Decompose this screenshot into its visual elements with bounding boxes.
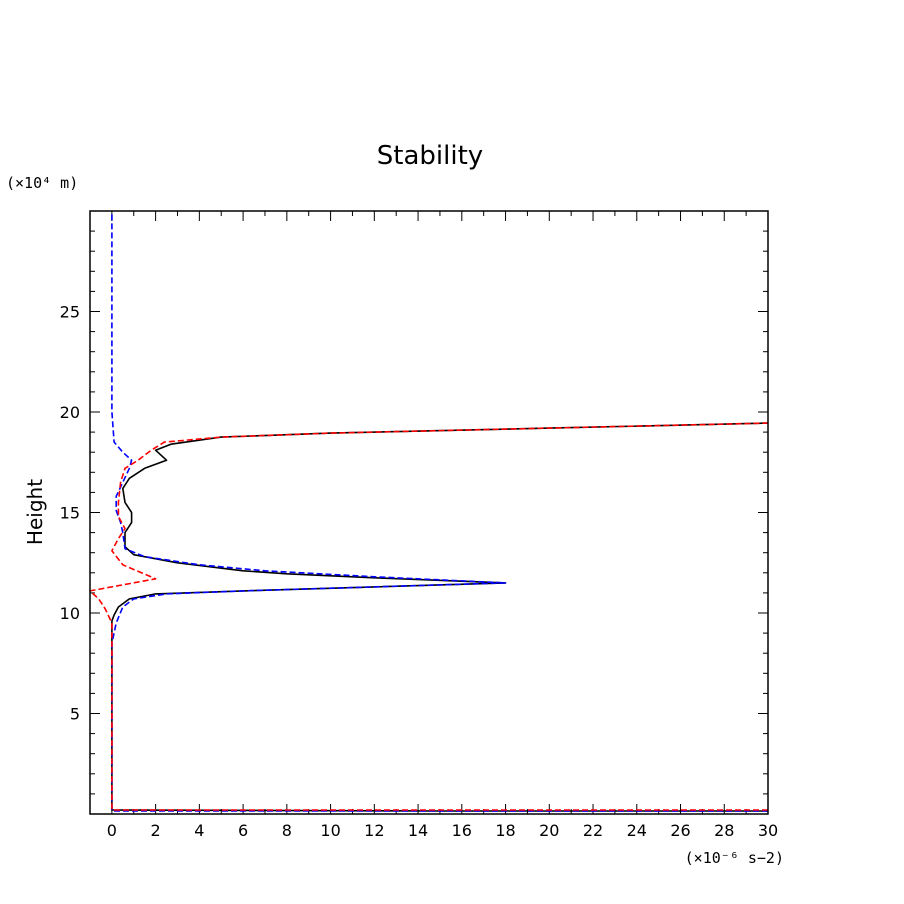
x-tick-label: 10 bbox=[320, 821, 340, 840]
x-tick-label: 28 bbox=[714, 821, 734, 840]
x-tick-label: 6 bbox=[238, 821, 248, 840]
x-tick-label: 4 bbox=[194, 821, 204, 840]
x-tick-label: 30 bbox=[758, 821, 778, 840]
y-tick-label: 15 bbox=[60, 504, 80, 523]
series-layer bbox=[89, 211, 769, 812]
x-tick-label: 24 bbox=[627, 821, 647, 840]
x-tick-label: 12 bbox=[364, 821, 384, 840]
y-axis-label: Height bbox=[23, 479, 47, 545]
y-unit-label: (×10⁴ m) bbox=[6, 174, 78, 192]
x-tick-label: 2 bbox=[151, 821, 161, 840]
y-tick-label: 5 bbox=[70, 705, 80, 724]
x-tick-label: 8 bbox=[282, 821, 292, 840]
x-tick-label: 14 bbox=[408, 821, 428, 840]
series-line-2 bbox=[89, 422, 769, 811]
x-unit-label: (×10⁻⁶ s−2) bbox=[685, 849, 784, 867]
plot-frame bbox=[89, 210, 769, 815]
x-tick-label: 20 bbox=[539, 821, 559, 840]
x-tick-label: 0 bbox=[107, 821, 117, 840]
y-tick-label: 25 bbox=[60, 303, 80, 322]
series-line-1 bbox=[111, 211, 768, 812]
x-tick-label: 16 bbox=[452, 821, 472, 840]
chart-title: Stability bbox=[377, 141, 483, 171]
series-line-0 bbox=[111, 422, 769, 812]
x-tick-label: 18 bbox=[495, 821, 515, 840]
x-tick-label: 26 bbox=[670, 821, 690, 840]
y-tick-label: 20 bbox=[60, 403, 80, 422]
axis-ticks bbox=[89, 211, 769, 814]
x-tick-label: 22 bbox=[583, 821, 603, 840]
y-tick-label: 10 bbox=[60, 604, 80, 623]
